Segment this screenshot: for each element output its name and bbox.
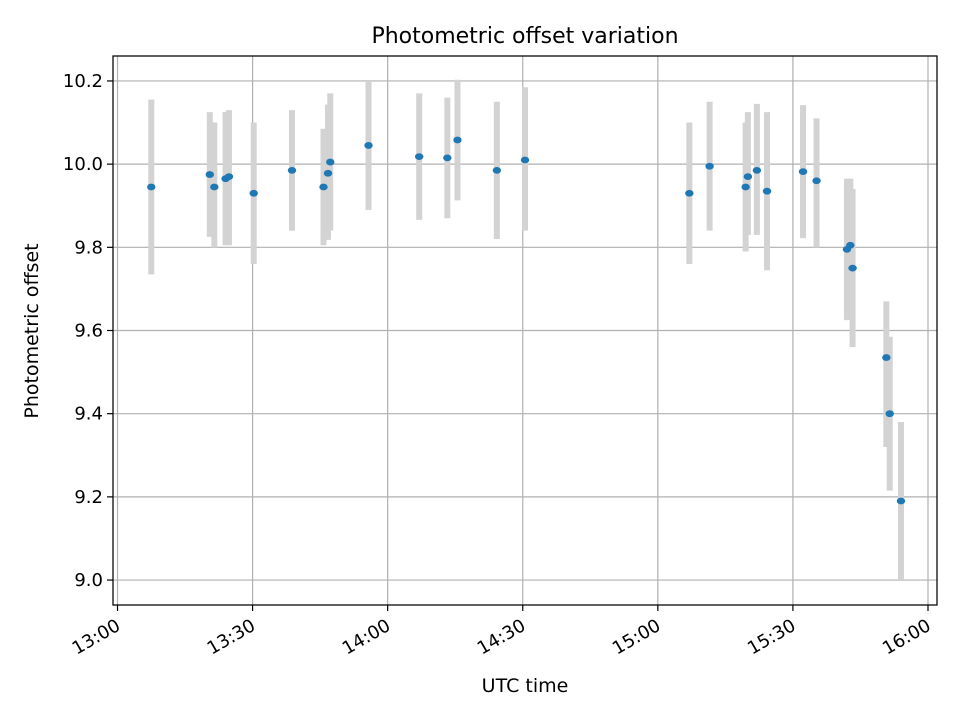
data-point — [414, 153, 424, 161]
data-point — [882, 354, 891, 361]
data-point — [210, 183, 219, 191]
data-point — [319, 183, 328, 191]
data-point — [364, 142, 373, 149]
y-axis-label: Photometric offset — [21, 243, 43, 418]
data-point — [685, 189, 694, 197]
data-point — [147, 183, 156, 191]
data-point — [287, 166, 297, 174]
y-tick-label: 9.0 — [74, 570, 103, 591]
x-axis-label: UTC time — [482, 675, 569, 697]
data-point — [752, 166, 762, 174]
data-point — [848, 264, 857, 272]
data-points — [147, 136, 906, 505]
data-point — [249, 189, 258, 197]
data-point — [326, 158, 335, 166]
data-point — [492, 166, 502, 174]
y-axis-ticks: 9.0 9.2 9.4 9.6 9.8 10.0 10.2 — [63, 71, 113, 591]
data-point — [453, 136, 462, 144]
y-tick-label: 9.6 — [74, 321, 103, 342]
data-point — [443, 154, 452, 162]
data-point — [741, 183, 750, 191]
y-tick-label: 10.2 — [63, 71, 103, 92]
data-point — [798, 168, 808, 176]
chart-title: Photometric offset variation — [371, 24, 678, 49]
data-point — [762, 187, 772, 195]
y-tick-label: 9.4 — [74, 404, 103, 425]
data-point — [846, 241, 855, 249]
y-tick-label: 10.0 — [63, 154, 103, 175]
y-tick-label: 9.2 — [74, 487, 103, 508]
data-point — [205, 171, 215, 178]
data-point — [885, 410, 894, 418]
data-point — [323, 169, 333, 177]
data-point — [520, 156, 530, 164]
data-point — [224, 173, 234, 181]
data-point — [812, 177, 821, 185]
data-point — [743, 173, 753, 181]
y-tick-label: 9.8 — [74, 237, 103, 258]
data-point — [896, 497, 906, 505]
data-point — [705, 162, 714, 170]
